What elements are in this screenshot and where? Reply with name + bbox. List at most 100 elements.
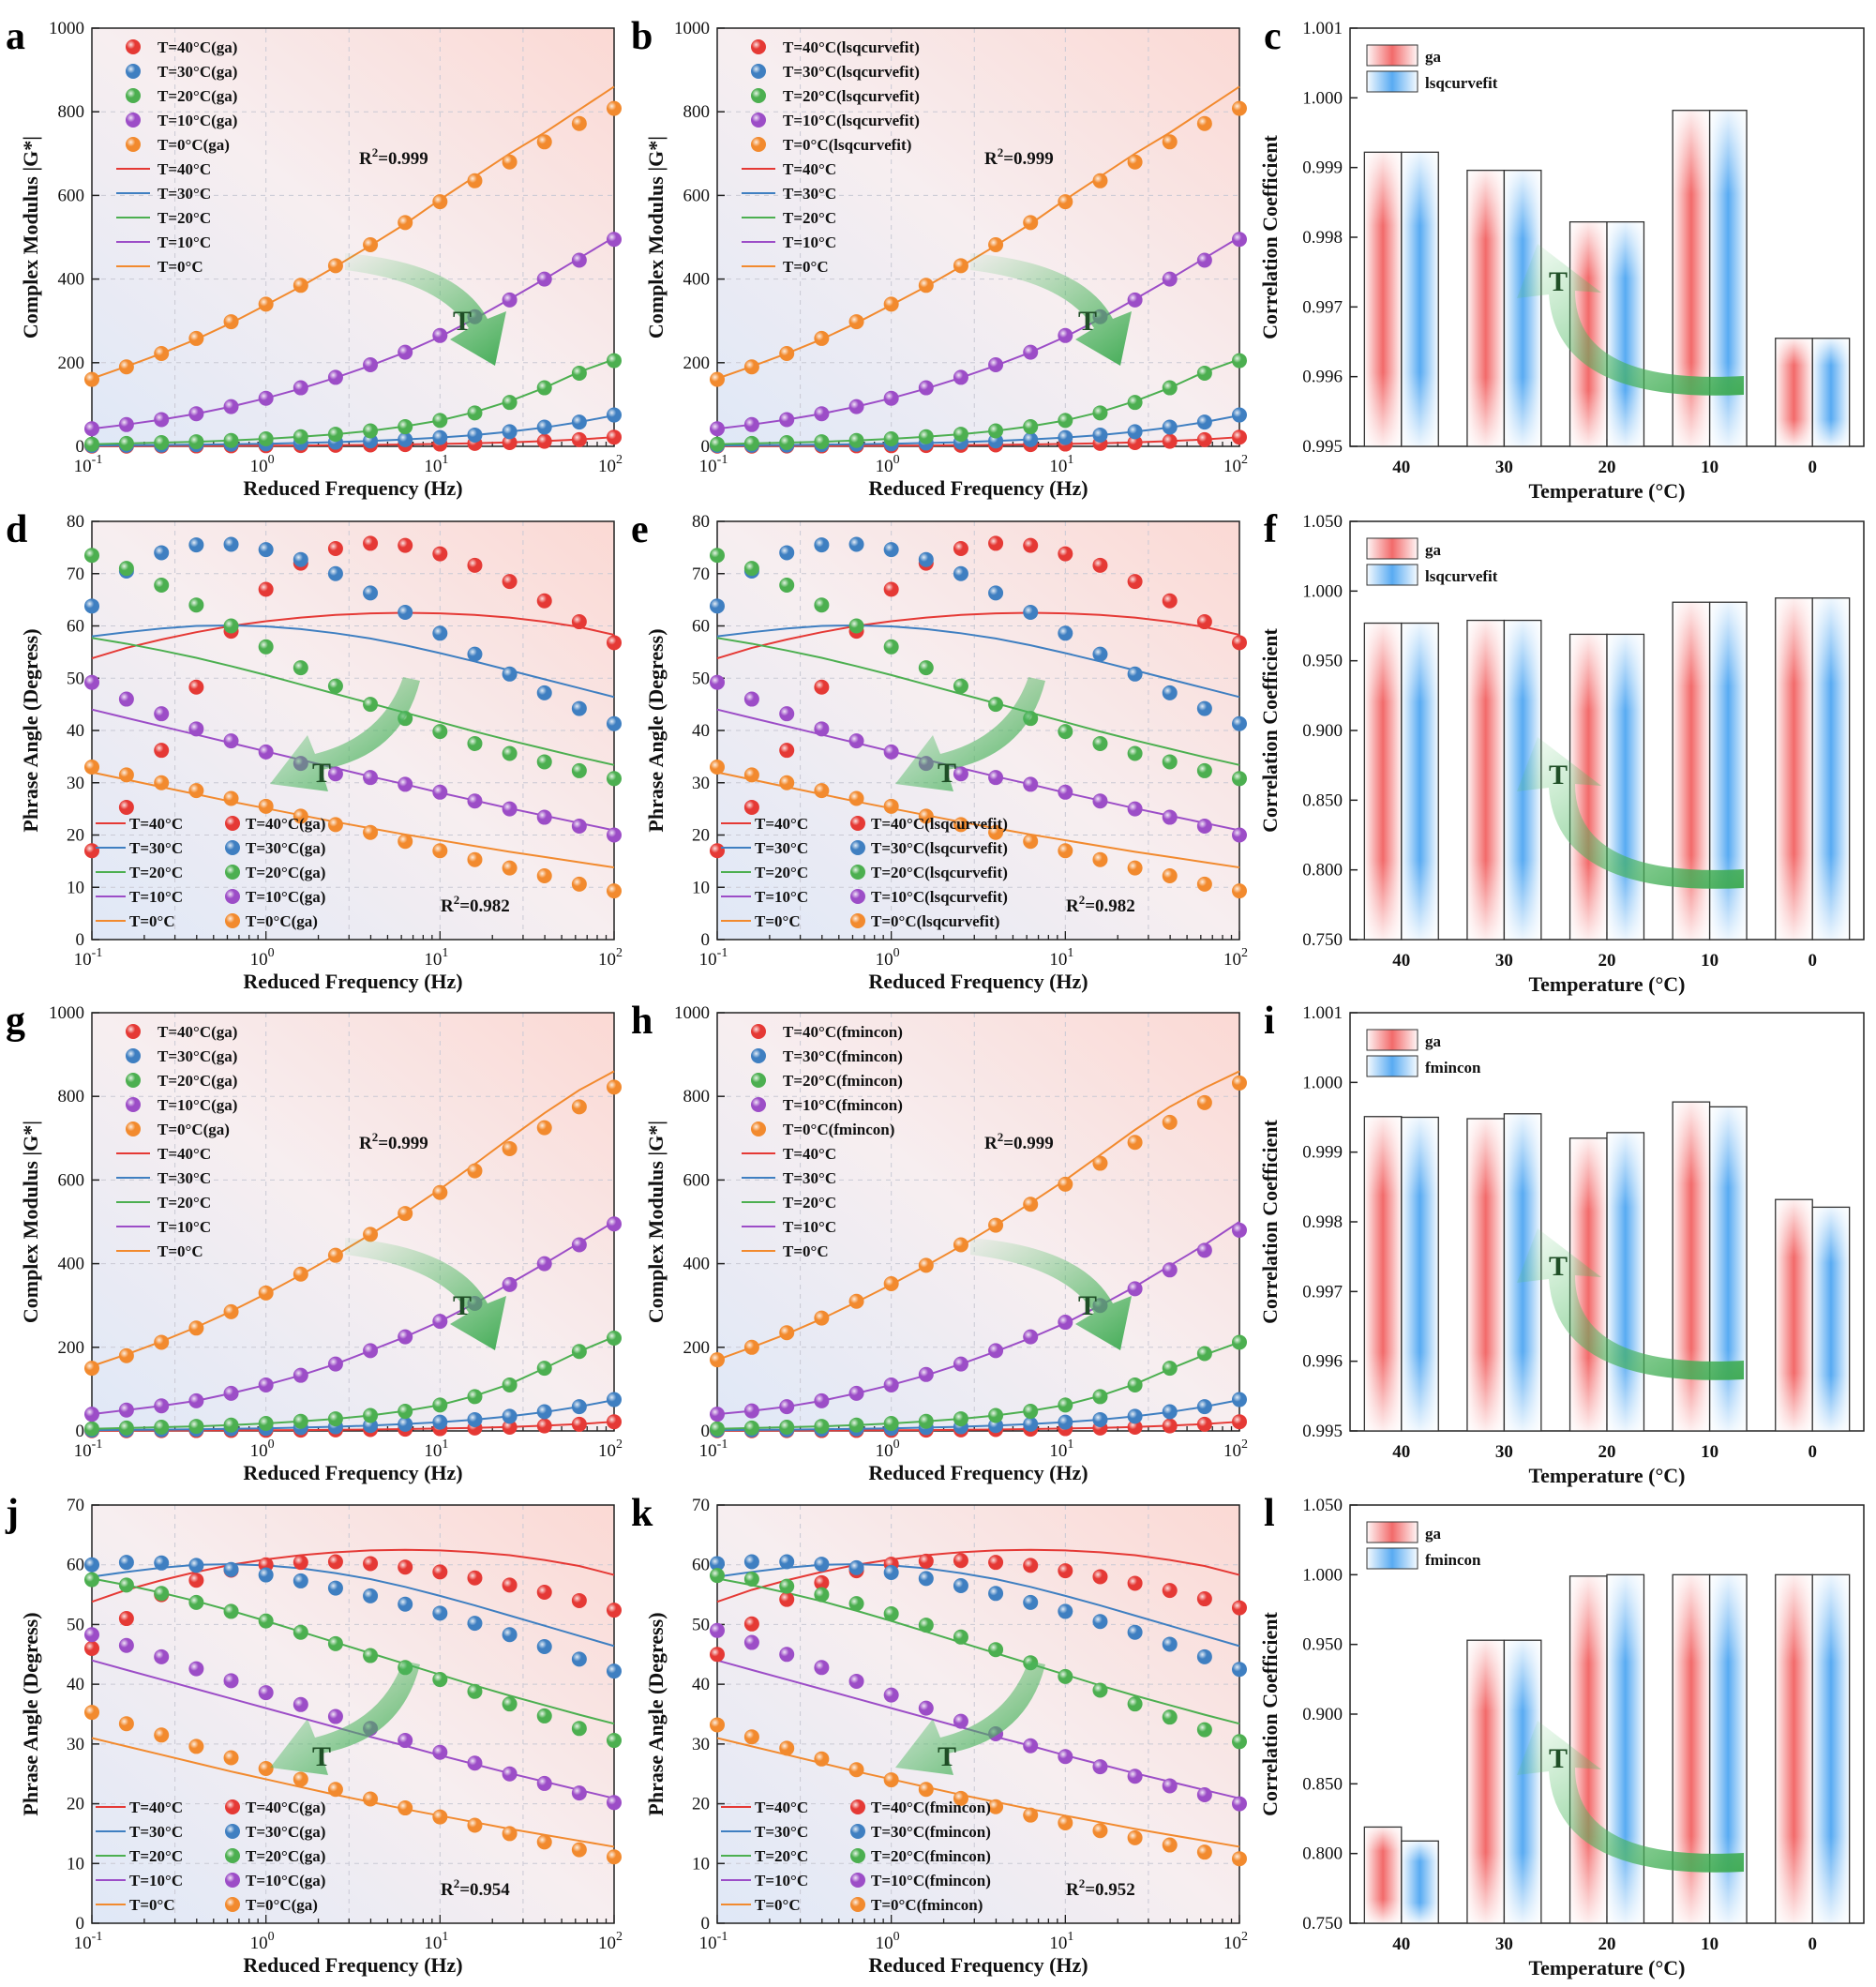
data-point-shine bbox=[1092, 1569, 1108, 1585]
legend-label: lsqcurvefit bbox=[1425, 567, 1498, 585]
data-point-shine bbox=[918, 1257, 934, 1273]
legend-label: T=40°C bbox=[158, 1145, 211, 1163]
plot-background bbox=[717, 1013, 1239, 1431]
data-point-shine bbox=[223, 536, 239, 552]
data-point-shine bbox=[743, 691, 759, 707]
data-point-shine bbox=[467, 1389, 483, 1405]
data-point-shine bbox=[988, 697, 1004, 713]
data-point-shine bbox=[1196, 876, 1212, 892]
data-point-shine bbox=[953, 1629, 968, 1645]
data-point-shine bbox=[1058, 327, 1073, 343]
data-point-shine bbox=[188, 434, 204, 450]
data-point-shine bbox=[779, 1399, 795, 1415]
fit-line-T10 bbox=[91, 708, 615, 832]
legend-label: T=20°C(ga) bbox=[158, 87, 237, 105]
data-point-shine bbox=[258, 1415, 274, 1431]
fit-line-T30 bbox=[716, 624, 1240, 699]
y-tick-label: 1.050 bbox=[1302, 512, 1343, 532]
data-point-shine bbox=[118, 359, 134, 375]
data-point-shine bbox=[1196, 819, 1212, 835]
data-point-shine bbox=[1023, 431, 1039, 447]
data-point-shine bbox=[1023, 1738, 1039, 1754]
data-point-shine bbox=[327, 1782, 343, 1798]
fit-line-T40 bbox=[91, 436, 615, 447]
fit-line-T10 bbox=[716, 708, 1240, 832]
legend-marker-shine bbox=[225, 816, 240, 831]
panel-letter: g bbox=[6, 1000, 25, 1043]
legend-marker-shine bbox=[126, 137, 141, 152]
bar-fade bbox=[1709, 110, 1748, 447]
data-point-shine bbox=[607, 1392, 622, 1407]
temperature-arrow-label: T bbox=[1549, 1743, 1568, 1774]
legend-label: T=10°C bbox=[158, 1218, 211, 1236]
temperature-arrow-label: T bbox=[938, 758, 956, 789]
x-tick-exponent: 0 bbox=[893, 1930, 900, 1944]
data-point-shine bbox=[327, 1580, 343, 1596]
data-point-shine bbox=[953, 817, 968, 833]
data-point-shine bbox=[607, 407, 622, 423]
legend-point-label: T=30°C(lsqcurvefit) bbox=[871, 839, 1008, 857]
data-point-shine bbox=[988, 1343, 1004, 1359]
data-point-shine bbox=[883, 1687, 899, 1703]
data-point-shine bbox=[363, 824, 379, 840]
data-point-shine bbox=[814, 1392, 830, 1408]
y-tick-label: 40 bbox=[67, 1675, 84, 1694]
data-point-shine bbox=[1196, 1722, 1212, 1738]
plot-frame bbox=[716, 1504, 1240, 1924]
data-point-shine bbox=[118, 1716, 134, 1732]
data-point-shine bbox=[327, 817, 343, 833]
fit-line-T0 bbox=[716, 771, 1240, 869]
data-point-shine bbox=[432, 1397, 448, 1413]
fit-line-T40 bbox=[91, 611, 615, 660]
data-point-shine bbox=[188, 721, 204, 737]
data-point-shine bbox=[1196, 1844, 1212, 1860]
data-point-shine bbox=[223, 1750, 239, 1766]
bar-fade bbox=[1607, 221, 1644, 446]
x-tick-exponent: 0 bbox=[893, 453, 900, 467]
r-squared-exp: 2 bbox=[454, 1876, 460, 1890]
legend-line-label: T=40°C bbox=[129, 815, 183, 833]
data-point-shine bbox=[467, 1616, 483, 1632]
y-tick-label: 200 bbox=[58, 354, 85, 373]
data-point-shine bbox=[536, 1256, 552, 1272]
legend-marker-shine bbox=[751, 64, 766, 79]
data-point-shine bbox=[293, 429, 308, 444]
fit-line-T0 bbox=[716, 1737, 1240, 1848]
data-point-shine bbox=[327, 427, 343, 443]
data-point-shine bbox=[1127, 1281, 1143, 1297]
x-tick-label: 20 bbox=[1598, 1934, 1616, 1954]
temperature-arrow-label: T bbox=[1549, 760, 1568, 790]
data-point-shine bbox=[988, 357, 1004, 373]
x-tick-label: 101 bbox=[424, 453, 448, 476]
data-point-shine bbox=[743, 1572, 759, 1588]
y-axis-label: Correlation Coefficient bbox=[1258, 1119, 1282, 1323]
data-point-shine bbox=[1127, 860, 1143, 876]
x-tick-label: 100 bbox=[876, 453, 900, 476]
data-point-shine bbox=[743, 767, 759, 783]
x-tick-base: 10 bbox=[876, 457, 893, 476]
x-tick-label: 10 bbox=[1701, 458, 1718, 477]
data-point-shine bbox=[293, 278, 308, 294]
data-point-shine bbox=[953, 427, 968, 443]
data-point-shine bbox=[953, 678, 968, 694]
x-tick-base: 10 bbox=[876, 1441, 893, 1461]
legend-marker-shine bbox=[751, 88, 766, 103]
data-point-shine bbox=[398, 537, 413, 553]
plot-background bbox=[92, 1013, 614, 1431]
bar-fade bbox=[1607, 634, 1644, 940]
legend-marker-shine bbox=[850, 1799, 865, 1814]
data-point-shine bbox=[502, 745, 518, 761]
temperature-arrow bbox=[345, 1238, 506, 1350]
legend-label: T=40°C(ga) bbox=[158, 38, 237, 56]
data-point-shine bbox=[223, 1303, 239, 1319]
data-point-shine bbox=[1127, 801, 1143, 817]
data-point-shine bbox=[398, 1733, 413, 1749]
data-point-shine bbox=[607, 1795, 622, 1811]
data-point-shine bbox=[710, 436, 725, 452]
legend-label: T=30°C bbox=[158, 185, 211, 203]
legend-line-label: T=10°C bbox=[755, 1872, 808, 1889]
data-point-shine bbox=[188, 783, 204, 799]
y-tick-label: 600 bbox=[683, 1170, 711, 1190]
data-point-shine bbox=[1058, 1603, 1073, 1619]
y-tick-label: 1000 bbox=[49, 1003, 84, 1023]
